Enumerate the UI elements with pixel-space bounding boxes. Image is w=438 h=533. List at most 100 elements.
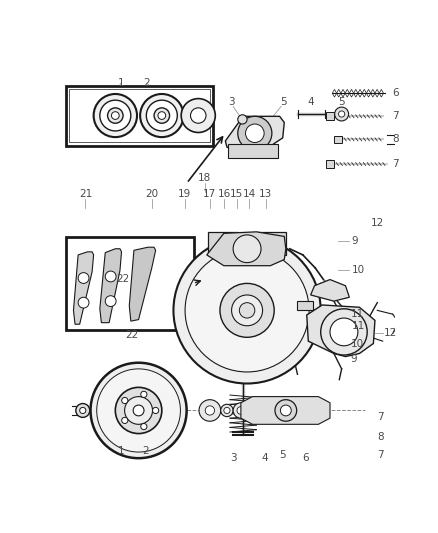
Text: 15: 15 <box>230 189 243 199</box>
Circle shape <box>93 94 137 137</box>
Circle shape <box>185 249 308 372</box>
Text: 12: 12 <box>383 328 396 338</box>
Circle shape <box>334 107 348 121</box>
Bar <box>325 112 333 120</box>
Bar <box>325 160 333 168</box>
Circle shape <box>154 108 169 123</box>
Circle shape <box>239 303 254 318</box>
Circle shape <box>338 111 344 117</box>
Polygon shape <box>310 280 349 301</box>
Text: 4: 4 <box>261 453 268 463</box>
Circle shape <box>251 406 261 415</box>
Circle shape <box>121 398 127 403</box>
Circle shape <box>233 403 248 418</box>
Circle shape <box>205 406 214 415</box>
Text: 5: 5 <box>338 98 344 108</box>
Polygon shape <box>225 116 284 155</box>
Text: 10: 10 <box>351 265 364 276</box>
Text: 9: 9 <box>350 353 357 364</box>
Bar <box>339 310 354 320</box>
Circle shape <box>173 237 320 384</box>
Circle shape <box>158 112 165 119</box>
Circle shape <box>190 108 205 123</box>
Text: 3: 3 <box>230 453 236 463</box>
Polygon shape <box>73 252 93 324</box>
Text: 11: 11 <box>351 321 364 331</box>
Text: 7: 7 <box>377 450 383 460</box>
Circle shape <box>247 401 265 419</box>
Circle shape <box>107 108 123 123</box>
Circle shape <box>198 400 220 421</box>
Circle shape <box>76 403 89 417</box>
Text: 1: 1 <box>117 78 124 88</box>
Text: 6: 6 <box>302 453 308 463</box>
Text: 9: 9 <box>351 236 357 246</box>
Circle shape <box>281 407 289 414</box>
Text: 21: 21 <box>79 189 92 199</box>
Circle shape <box>237 115 247 124</box>
Bar <box>333 135 341 143</box>
Circle shape <box>280 405 290 416</box>
Circle shape <box>277 402 294 419</box>
Circle shape <box>146 100 177 131</box>
Circle shape <box>181 99 215 133</box>
Circle shape <box>231 295 262 326</box>
Circle shape <box>220 405 233 417</box>
Circle shape <box>105 296 116 306</box>
Circle shape <box>96 369 180 452</box>
Circle shape <box>111 112 119 119</box>
Circle shape <box>320 309 366 355</box>
Circle shape <box>268 407 274 414</box>
Circle shape <box>79 407 86 414</box>
Circle shape <box>141 424 147 430</box>
Circle shape <box>223 407 230 414</box>
Text: 20: 20 <box>145 189 158 199</box>
Polygon shape <box>206 232 285 265</box>
Text: 7: 7 <box>377 412 383 422</box>
Bar <box>228 144 277 158</box>
Circle shape <box>78 273 89 284</box>
Circle shape <box>264 403 278 417</box>
Polygon shape <box>129 247 155 321</box>
Circle shape <box>237 116 271 150</box>
Bar <box>208 232 237 255</box>
Circle shape <box>121 417 127 424</box>
Text: 2: 2 <box>142 446 149 456</box>
Circle shape <box>297 407 304 414</box>
Circle shape <box>329 318 357 346</box>
Text: 7: 7 <box>391 111 398 122</box>
Circle shape <box>78 297 89 308</box>
Bar <box>297 301 312 310</box>
Text: 8: 8 <box>377 432 383 442</box>
Circle shape <box>140 94 183 137</box>
Bar <box>66 237 193 329</box>
Text: 5: 5 <box>279 98 286 108</box>
Text: 2: 2 <box>143 78 149 88</box>
Text: 22: 22 <box>125 330 139 340</box>
Text: 8: 8 <box>391 134 398 144</box>
Circle shape <box>294 403 307 417</box>
Circle shape <box>219 284 274 337</box>
Circle shape <box>90 363 186 458</box>
Polygon shape <box>240 397 329 424</box>
Circle shape <box>141 391 147 398</box>
Text: 18: 18 <box>198 173 211 183</box>
Circle shape <box>307 403 322 418</box>
Circle shape <box>152 407 159 414</box>
Polygon shape <box>306 305 374 357</box>
Text: 4: 4 <box>307 98 313 108</box>
Polygon shape <box>99 249 121 322</box>
Circle shape <box>99 100 131 131</box>
Circle shape <box>133 405 144 416</box>
Bar <box>256 232 285 255</box>
Text: 14: 14 <box>242 189 255 199</box>
Text: 13: 13 <box>258 189 272 199</box>
Bar <box>69 88 209 142</box>
Circle shape <box>245 124 264 142</box>
Text: 16: 16 <box>217 189 230 199</box>
Circle shape <box>233 235 261 263</box>
Bar <box>66 85 212 146</box>
Text: 12: 12 <box>371 218 384 228</box>
Text: 19: 19 <box>178 189 191 199</box>
Circle shape <box>124 397 152 424</box>
